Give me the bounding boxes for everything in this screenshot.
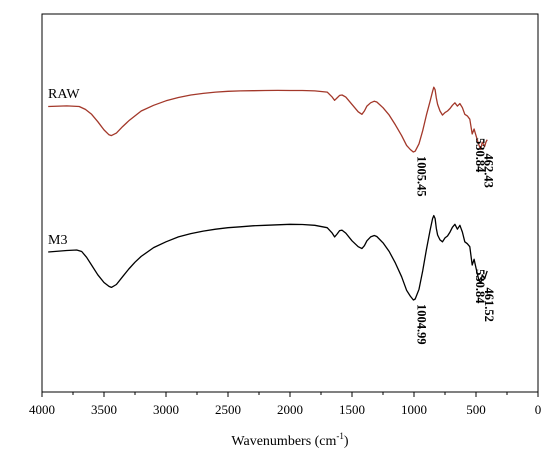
x-tick-label: 1000 (401, 402, 427, 417)
x-tick-label: 0 (535, 402, 542, 417)
series-layer (48, 86, 488, 301)
x-axis-ticks (41, 392, 539, 397)
peak-label: 530.84 (473, 269, 487, 304)
x-tick-label: 2000 (277, 402, 303, 417)
series-label-m3: M3 (48, 233, 67, 248)
series-label-raw: RAW (48, 87, 80, 102)
annotation-layer: RAW1005.45530.84462.43M31004.99530.84461… (48, 87, 496, 345)
x-axis-tick-labels: 4000 3500 3000 2500 2000 1500 1000 500 0 (29, 402, 541, 417)
x-tick-label: 3000 (153, 402, 179, 417)
x-axis-title-superscript: -1 (336, 431, 344, 441)
peak-label: 530.84 (473, 138, 487, 173)
peak-label: 462.43 (482, 154, 496, 188)
peak-label: 461.52 (482, 288, 496, 322)
x-axis-title: Wavenumbers (cm-1) (231, 431, 349, 449)
x-axis-title-close: ) (344, 434, 349, 449)
series-line-raw (48, 86, 488, 153)
x-axis-title-main: Wavenumbers (cm (231, 434, 336, 449)
peak-label: 1004.99 (414, 304, 428, 345)
x-tick-label: 3500 (91, 402, 117, 417)
x-tick-label: 4000 (29, 402, 55, 417)
plot-area-border (41, 13, 539, 393)
plot-frame (41, 13, 539, 393)
x-tick-label: 500 (466, 402, 486, 417)
x-tick-label: 2500 (215, 402, 241, 417)
peak-label: 1005.45 (414, 156, 428, 197)
series-line-m3 (48, 214, 488, 301)
x-tick-label: 1500 (339, 402, 365, 417)
